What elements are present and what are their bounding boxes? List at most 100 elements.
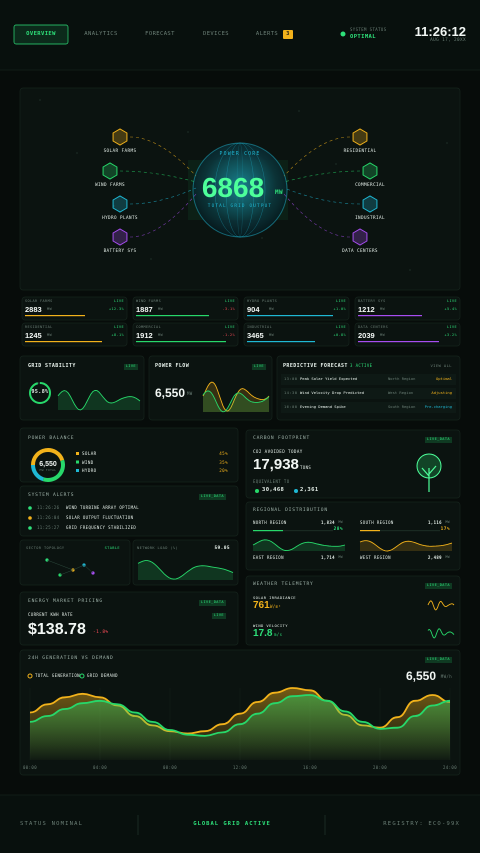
alert-message: SOLAR OUTPUT FLUCTUATION	[66, 515, 134, 520]
globe-grid	[214, 142, 266, 238]
x-tick-label: 08:00	[162, 765, 178, 770]
decorative-line	[359, 540, 453, 552]
panel	[245, 575, 461, 646]
stat-badge: LIVE	[446, 299, 457, 303]
forecast-row	[281, 402, 456, 413]
decorative-line	[202, 381, 270, 412]
nav-tab[interactable]: ALERTS	[255, 31, 279, 37]
stat-card	[132, 296, 239, 321]
region-share: 17%	[440, 527, 450, 532]
flow-line	[283, 187, 361, 205]
balance-value: 45%	[219, 451, 228, 456]
equiv-label: EQUIVALENT TO	[253, 479, 290, 484]
balance-value: 35%	[219, 459, 228, 465]
panel-title: NETWORK LOAD (%)	[137, 546, 179, 550]
stat-bar	[358, 341, 439, 343]
source-label: SOLAR FARMS	[103, 149, 137, 154]
nav-tab[interactable]: FORECAST	[145, 31, 175, 37]
alert-time: 11:25:27	[37, 525, 60, 530]
alert-count: 3	[286, 31, 290, 37]
stat-unit: MW	[47, 307, 53, 311]
decorative-area	[58, 390, 140, 410]
star	[446, 142, 448, 144]
stat-change: +0.8%	[333, 333, 346, 337]
x-tick-label: 16:00	[302, 765, 318, 770]
stat-unit: MW	[380, 307, 386, 311]
stat-name: BATTERY SYS	[358, 299, 386, 303]
forecast-event: Peak Solar Yield Expected	[300, 376, 358, 381]
panel	[19, 539, 131, 586]
stat-badge: LIVE	[446, 325, 457, 329]
flow-line	[129, 193, 197, 238]
status-dot	[340, 31, 346, 37]
forecast-event: Evening Demand Spike	[300, 404, 346, 409]
footer-grid: GLOBAL GRID ACTIVE	[193, 821, 271, 827]
stat-change: +8.1%	[111, 333, 124, 337]
price-change: -1.8%	[93, 630, 109, 635]
forecast-status: Adjusting	[431, 390, 452, 395]
stat-name: SOLAR FARMS	[25, 299, 53, 303]
stat-name: RESIDENTIAL	[25, 325, 53, 329]
stat-name: COMMERCIAL	[136, 325, 162, 329]
decorative-line	[252, 539, 346, 552]
stat-card	[21, 322, 128, 347]
globe-grid	[225, 142, 255, 238]
balance-segment	[42, 459, 65, 482]
stat-unit: MW	[47, 333, 53, 337]
price: $138.78	[28, 621, 86, 638]
nav-tab[interactable]: DEVICES	[203, 31, 229, 37]
region-value: 1,116	[427, 520, 442, 525]
stat-unit: MW	[380, 333, 386, 337]
flow-line	[119, 170, 197, 183]
source-label: BATTERY SYS	[103, 249, 137, 254]
legend-label: WIND	[82, 459, 94, 465]
x-tick-label: 24:00	[442, 765, 458, 770]
current-unit: MW/h	[440, 674, 452, 679]
consumer-label: RESIDENTIAL	[343, 149, 377, 154]
panel-title: POWER BALANCE	[28, 436, 75, 441]
network-value: 59.05	[214, 546, 230, 551]
equiv-value: 2,361	[300, 487, 319, 493]
tree-trunk	[421, 465, 437, 492]
x-tick-label: 04:00	[92, 765, 108, 770]
panel-title: REGIONAL DISTRIBUTION	[253, 508, 328, 513]
node-hex	[362, 195, 378, 213]
alert-message: GRID FREQUENCY STABILIZED	[66, 525, 137, 530]
stat-card	[243, 296, 350, 321]
series-area	[30, 695, 450, 760]
active-count: 3 ACTIVE	[350, 363, 373, 368]
globe	[192, 142, 288, 238]
balance-segment	[31, 464, 45, 482]
star	[261, 237, 263, 239]
stat-bar	[136, 341, 226, 343]
nav-bar	[0, 0, 480, 70]
region-share: 28%	[333, 527, 343, 532]
stat-card	[132, 322, 239, 347]
region-name: WEST REGION	[360, 555, 391, 560]
core-value: 6868	[201, 172, 265, 203]
stat-card	[354, 296, 461, 321]
footer-status: STATUS NOMINAL	[20, 821, 84, 827]
wind-value: 17.8	[253, 628, 273, 639]
legend-label: HYDRO	[82, 468, 97, 473]
forecast-status: Optimal	[435, 376, 452, 381]
node-hex	[352, 228, 368, 246]
x-tick-label: 20:00	[372, 765, 388, 770]
stat-value: 3465	[247, 331, 264, 340]
legend-swatch	[76, 469, 79, 472]
balance-value: 20%	[219, 468, 228, 473]
star	[76, 152, 78, 154]
view-all-link[interactable]: VIEW ALL	[430, 363, 452, 368]
stat-value: 2039	[358, 331, 375, 340]
stability-value: 95.8%	[31, 389, 49, 395]
stat-badge: LIVE	[224, 299, 235, 303]
decorative-area	[138, 560, 233, 580]
nav-tab[interactable]: OVERVIEW	[26, 31, 56, 37]
core-caption: TOTAL GRID OUTPUT	[207, 204, 273, 209]
source-label: HYDRO PLANTS	[102, 216, 138, 221]
forecast-status: Pre-charging	[424, 404, 452, 409]
region-name: NORTH REGION	[253, 520, 287, 525]
rate-label: CURRENT KWH RATE	[28, 612, 73, 617]
nav-tab[interactable]: ANALYTICS	[84, 31, 118, 37]
stat-badge: LIVE	[113, 325, 124, 329]
